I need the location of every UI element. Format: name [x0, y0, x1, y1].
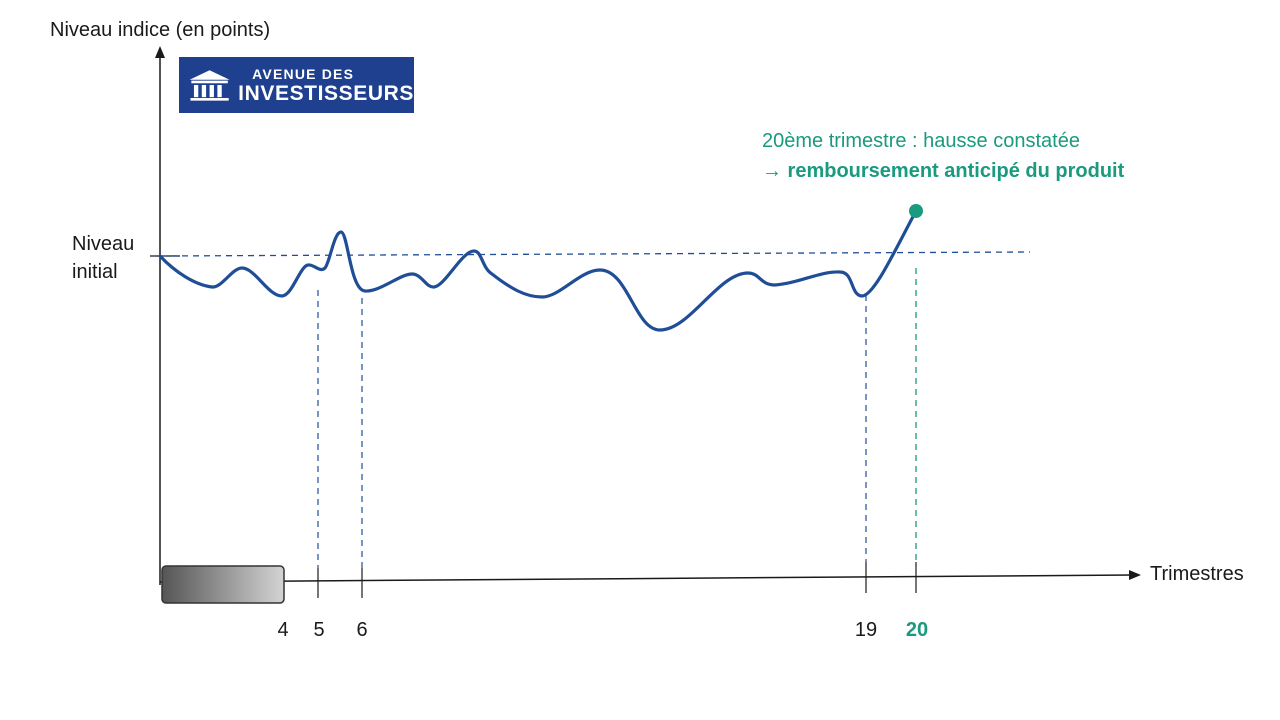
x-axis-title: Trimestres	[1150, 563, 1244, 585]
initial-level-label: Niveau initial	[72, 230, 134, 286]
avenue-des-investisseurs-logo: AVENUE DES INVESTISSEURS	[179, 57, 414, 113]
early-redemption-point	[909, 204, 923, 218]
non-callable-period-box	[161, 565, 285, 604]
x-axis	[159, 574, 1134, 583]
index-level-curve	[158, 209, 918, 332]
logo-line2: INVESTISSEURS	[238, 81, 414, 105]
tick-label-20: 20	[905, 619, 929, 641]
annotation-line2: → remboursement anticipé du produit	[762, 160, 1125, 182]
initial-level-label-line1: Niveau	[72, 233, 135, 255]
tick-label-6: 6	[356, 619, 368, 641]
temple-icon	[189, 70, 230, 101]
annotation-line1: 20ème trimestre : hausse constatée	[762, 130, 1080, 152]
x-axis-arrowhead	[1129, 570, 1141, 580]
y-axis-arrowhead	[155, 46, 165, 58]
initial-level-line	[159, 251, 1031, 257]
initial-level-label-line2: initial	[72, 261, 118, 283]
early-redemption-annotation: 20ème trimestre : hausse constatée → rem…	[762, 126, 1124, 186]
logo-text: AVENUE DES INVESTISSEURS	[238, 67, 414, 104]
logo-line1: AVENUE DES	[252, 65, 355, 82]
tick-label-5: 5	[313, 619, 325, 641]
y-axis-title: Niveau indice (en points)	[50, 19, 271, 41]
tick-label-19: 19	[854, 619, 878, 641]
tick-label-4: 4	[277, 619, 289, 641]
